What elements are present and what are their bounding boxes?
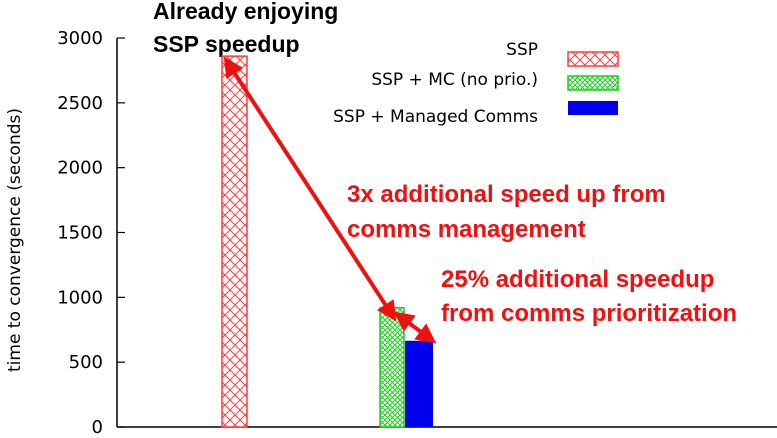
chart-title-line-2: SSP speedup bbox=[153, 31, 300, 57]
annotation-3x-line-1: 3x additional speed up from bbox=[347, 181, 666, 208]
legend-label-mc: SSP + MC (no prio.) bbox=[371, 70, 538, 90]
chart-title-line-1: Already enjoying bbox=[153, 0, 338, 24]
y-axis-label: time to convergence (seconds) bbox=[5, 108, 25, 372]
bar-ssp-managed-comms bbox=[405, 340, 433, 427]
y-ticks: 0 500 1000 1500 2000 2500 3000 bbox=[57, 28, 125, 438]
annotation-3x-line-2: comms management bbox=[347, 216, 586, 243]
y-tick-label: 3000 bbox=[57, 28, 103, 49]
legend-label-managed: SSP + Managed Comms bbox=[333, 107, 538, 127]
annotation-25-line-2: from comms prioritization bbox=[441, 300, 737, 327]
y-tick-label: 2500 bbox=[57, 93, 103, 114]
bar-ssp bbox=[221, 55, 248, 428]
legend-swatch-mc bbox=[567, 75, 619, 91]
bar-ssp-mc-no-prio bbox=[379, 306, 405, 428]
y-tick-label: 1500 bbox=[57, 223, 103, 244]
y-tick-label: 0 bbox=[92, 417, 103, 438]
legend-swatch-managed bbox=[568, 101, 618, 115]
y-tick-label: 1000 bbox=[57, 287, 103, 308]
legend-label-ssp: SSP bbox=[506, 40, 538, 60]
legend-swatch-ssp bbox=[567, 51, 619, 67]
arrow-ssp-to-mc bbox=[223, 56, 397, 322]
arrow-mc-to-managed bbox=[393, 311, 437, 344]
y-tick-label: 500 bbox=[69, 352, 103, 373]
legend: SSP SSP + MC (no prio.) SSP + Managed Co… bbox=[333, 40, 619, 127]
y-tick-label: 2000 bbox=[57, 158, 103, 179]
annotation-25-line-1: 25% additional speedup bbox=[441, 266, 714, 293]
